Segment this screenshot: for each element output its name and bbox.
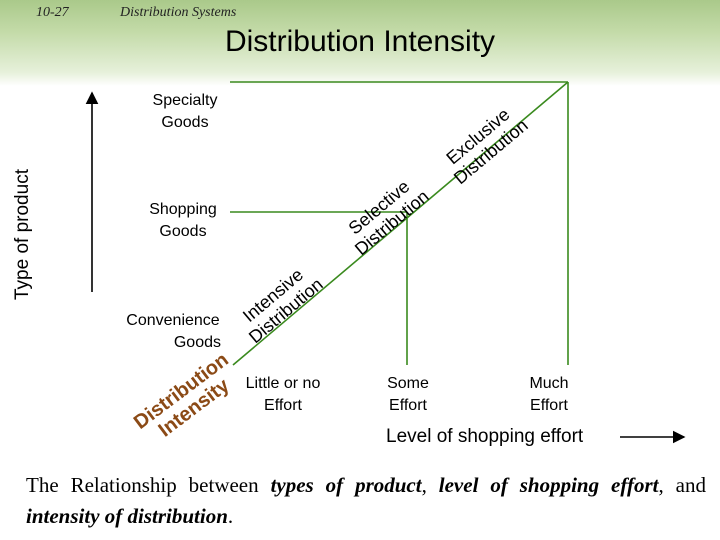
exclusive-distribution-label: Exclusive Distribution xyxy=(442,104,531,188)
page-title: Distribution Intensity xyxy=(224,25,496,58)
x-axis-title: Level of shopping effort xyxy=(386,426,584,447)
selective-distribution-label: Selective Distribution xyxy=(345,176,433,259)
shopping-goods-label: Shopping Goods xyxy=(128,199,238,243)
slide-header xyxy=(0,0,720,72)
some-line2: Effort xyxy=(389,397,427,414)
convenience-goods-label: Convenience Goods xyxy=(108,310,238,354)
much-effort-label: Much Effort xyxy=(494,373,604,417)
convenience-line2: Goods xyxy=(173,334,221,351)
some-effort-label: Some Effort xyxy=(353,373,463,417)
little-effort-label: Little or no Effort xyxy=(228,373,338,417)
shopping-line1: Shopping xyxy=(149,201,217,218)
caption: The Relationship between types of produc… xyxy=(26,470,706,532)
little-line1: Little or no xyxy=(245,375,321,392)
caption-text-2: , xyxy=(421,473,439,497)
shopping-line2: Goods xyxy=(159,223,207,240)
specialty-goods-label: Specialty Goods xyxy=(130,90,240,134)
y-axis-title: Type of product xyxy=(12,169,33,300)
some-line1: Some xyxy=(387,375,429,392)
caption-emphasis-2: level of shopping effort xyxy=(438,473,659,497)
specialty-line1: Specialty xyxy=(152,92,218,109)
caption-text-4: . xyxy=(227,504,234,528)
convenience-line1: Convenience xyxy=(126,312,220,329)
little-line2: Effort xyxy=(264,397,302,414)
section-title: Distribution Systems xyxy=(120,5,237,20)
caption-emphasis-1: types of product xyxy=(270,473,422,497)
diagonal-line xyxy=(232,81,569,366)
caption-text-1: The Relationship between xyxy=(26,473,271,497)
caption-emphasis-3: intensity of distribution xyxy=(26,504,228,528)
caption-text-3: , and xyxy=(658,473,706,497)
much-line2: Effort xyxy=(530,397,568,414)
much-line1: Much xyxy=(529,375,569,392)
slide-number: 10-27 xyxy=(36,5,69,20)
intensive-distribution-label: Intensive Distribution xyxy=(239,264,327,347)
specialty-line2: Goods xyxy=(161,114,209,131)
